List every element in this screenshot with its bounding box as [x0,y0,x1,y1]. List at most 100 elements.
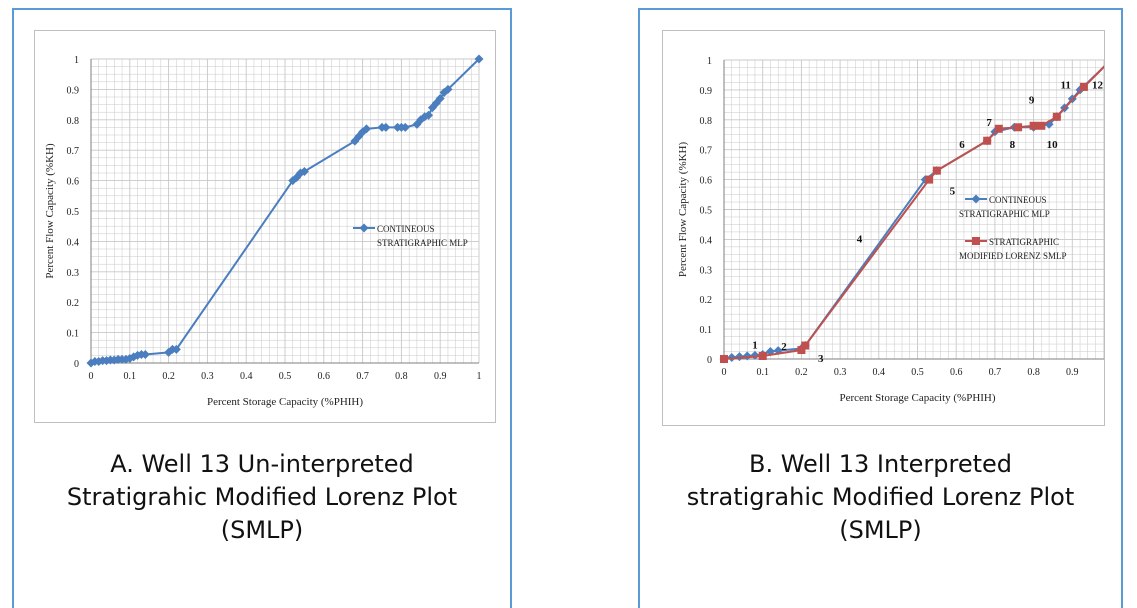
data-point [1037,121,1046,130]
data-point [140,349,150,359]
y-tick-label: 0.8 [700,116,713,127]
x-tick-label: 1 [477,371,482,382]
x-tick-label: 0.2 [162,371,175,382]
y-axis-label: Percent Flow Capacity (%KH) [44,143,56,279]
segment-label: 12 [1092,79,1104,91]
segment-label: 2 [781,341,787,353]
segment-label: 10 [1047,139,1059,151]
x-tick-label: 0.3 [834,367,847,378]
legend: CONTINEOUS STRATIGRAPHIC MLP [353,223,468,248]
y-tick-label: 0.3 [67,268,80,279]
legend-label: CONTINEOUS [377,224,435,234]
data-point [171,344,181,354]
data-point [299,166,309,176]
x-tick-label: 0.1 [124,371,137,382]
data-point [400,122,410,132]
segment-label: 5 [950,186,956,198]
legend: CONTINEOUS STRATIGRAPHIC MLP STRATIGRAPHIC… [959,194,1067,261]
x-tick-label: 0.9 [434,371,447,382]
data-point [474,54,484,64]
x-tick-label: 0.3 [201,371,214,382]
caption-b-line-3: (SMLP) [839,516,922,544]
data-point [925,175,934,184]
x-tick-label: 0.6 [950,367,963,378]
legend-marker [971,194,981,204]
x-tick-label: 0.5 [279,371,292,382]
data-point [424,110,434,120]
x-tick-label: 0.9 [1066,367,1079,378]
y-tick-label: 0.6 [700,176,713,187]
x-tick-label: 0.7 [989,367,1002,378]
data-point [1052,112,1061,121]
chart-b: 00.10.20.30.40.50.60.70.80.9100.10.20.30… [677,56,1104,404]
caption-a: A. Well 13 Un-interpreted Stratigrahic M… [14,448,510,547]
series-1 [720,65,1104,363]
y-tick-label: 0.8 [67,116,80,127]
y-tick-label: 0.4 [67,237,80,248]
y-tick-label: 0 [707,355,712,366]
data-point [758,352,767,361]
y-axis-label: Percent Flow Capacity (%KH) [677,142,689,278]
x-axis-label: Percent Storage Capacity (%PHIH) [207,396,363,408]
data-point [361,124,371,134]
y-tick-label: 0.3 [700,265,713,276]
segment-label: 1 [752,340,758,352]
y-tick-label: 0.6 [67,177,80,188]
y-tick-label: 0.4 [700,235,713,246]
legend-label: STRATIGRAPHIC [989,237,1059,247]
data-point [443,84,453,94]
data-point [354,132,364,142]
x-tick-label: 0.1 [756,367,769,378]
segment-label: 8 [1010,139,1016,151]
x-axis-label: Percent Storage Capacity (%PHIH) [839,392,995,404]
x-tick-label: 0.6 [318,371,331,382]
legend-label: STRATIGRAPHIC MLP [959,209,1050,219]
data-point [381,122,391,132]
data-point [435,94,445,104]
chart-a: 0 0.1 0.2 0.3 0.4 0.5 0.6 0.7 0.8 0.9 1 0 0.1 0.2 0.3 0… [44,54,484,408]
grid [90,58,480,364]
x-tick-label: 0.8 [1027,367,1040,378]
x-tick-label: 0 [722,367,727,378]
y-tick-label: 0.7 [67,146,80,157]
segment-label: 11 [1061,79,1071,91]
y-tick-label: 0.9 [67,85,80,96]
y-tick-label: 1 [707,56,712,67]
caption-b: B. Well 13 Interpreted stratigrahic Modi… [640,448,1121,547]
legend-label: STRATIGRAPHIC MLP [377,238,468,248]
x-tick-label: 0.4 [240,371,253,382]
segment-label: 6 [959,139,965,151]
data-point [720,355,728,363]
data-point [1029,121,1038,130]
data-point [983,136,992,145]
chart-a-frame: 0 0.1 0.2 0.3 0.4 0.5 0.6 0.7 0.8 0.9 1 0 0.1 0.2 0.3 0… [34,30,496,423]
data-point [1079,82,1088,91]
segment-label: 9 [1029,94,1035,106]
data-point [742,351,752,361]
data-point [797,346,806,355]
y-tick-label: 1 [74,55,79,66]
x-tick-label: 0.5 [911,367,924,378]
y-tick-label: 0 [74,359,79,370]
y-tick-label: 0.5 [67,207,80,218]
x-tick-label: 0.4 [873,367,886,378]
x-tick-label: 0.7 [356,371,369,382]
panel-b: 00.10.20.30.40.50.60.70.80.9100.10.20.30… [638,8,1123,608]
data-point [801,341,810,350]
caption-a-line-3: (SMLP) [220,516,304,544]
caption-b-line-1: B. Well 13 Interpreted [748,450,1013,478]
y-tick-label: 0.2 [700,295,713,306]
y-tick-label: 0.9 [700,86,713,97]
panel-a: 0 0.1 0.2 0.3 0.4 0.5 0.6 0.7 0.8 0.9 1 0 0.1 0.2 0.3 0… [12,8,512,608]
caption-a-line-2: Stratigrahic Modified Lorenz Plot [66,483,458,511]
data-point [932,166,941,175]
x-tick-label: 0.2 [795,367,808,378]
y-tick-label: 0.1 [67,329,80,340]
y-tick-label: 0.2 [67,298,80,309]
segment-label: 7 [986,117,992,129]
data-point [734,352,744,362]
x-tick-label: 0.8 [395,371,408,382]
segment-label: 4 [857,233,863,245]
legend-label: MODIFIED LORENZ SMLP [959,251,1067,261]
y-tick-label: 0.7 [700,146,713,157]
